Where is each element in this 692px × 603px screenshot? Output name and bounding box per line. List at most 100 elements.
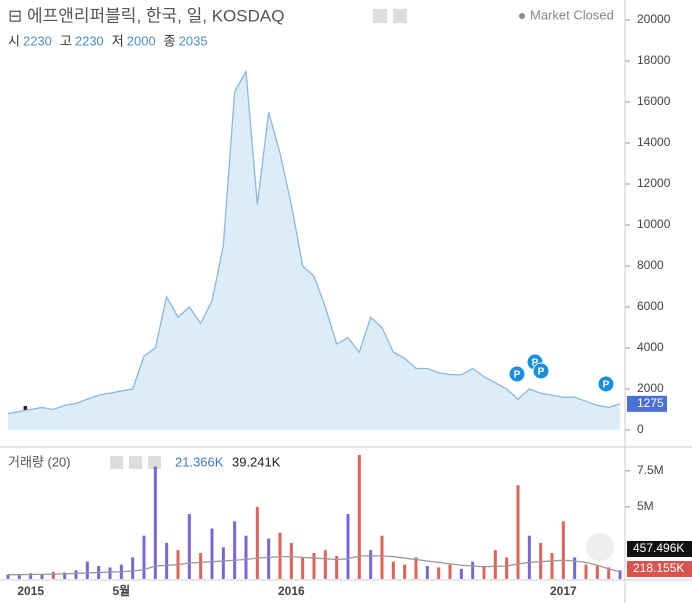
volume-bar: [573, 557, 577, 579]
volume-bar: [369, 550, 373, 579]
volume-bar: [380, 535, 384, 579]
volume-bar: [493, 550, 497, 579]
volume-bar: [74, 570, 78, 579]
volume-bar: [51, 571, 55, 579]
volume-bar: [403, 564, 407, 579]
x-tick-label: 2016: [278, 584, 305, 598]
x-tick-label: 5월: [112, 583, 130, 598]
volume-stat: 39.241K: [232, 454, 281, 469]
volume-bar: [301, 557, 305, 579]
volume-bar: [335, 555, 339, 579]
volume-stat: 21.366K: [175, 454, 224, 469]
volume-bar: [255, 506, 259, 579]
volume-bar: [233, 521, 237, 579]
last-price-badge: [627, 395, 667, 412]
volume-bar: [17, 575, 21, 579]
x-tick-label: 2015: [17, 584, 44, 598]
volume-bar: [618, 570, 622, 579]
scroll-button[interactable]: [586, 533, 614, 561]
ohlc-label: 저: [112, 33, 124, 48]
y-tick-label: 14000: [637, 135, 671, 149]
settings-icon[interactable]: [110, 456, 123, 469]
volume-bar: [425, 566, 429, 579]
ohlc-value: 2230: [75, 33, 104, 48]
y-tick-label: 0: [637, 422, 644, 436]
event-label: P: [532, 358, 539, 369]
volume-bar: [607, 567, 611, 579]
y-tick-label: 18000: [637, 53, 671, 67]
volume-bar: [437, 567, 441, 579]
event-label: P: [514, 370, 521, 381]
volume-badge-label: 218.155K: [633, 561, 684, 575]
ohlc-value: 2230: [23, 33, 52, 48]
volume-bar: [346, 514, 350, 579]
event-marker: [597, 375, 615, 393]
volume-bar: [459, 568, 463, 579]
volume-bar: [505, 557, 509, 579]
volume-bar: [482, 566, 486, 579]
ohlc-value: 2035: [179, 33, 208, 48]
x-tick-label: 2017: [550, 584, 577, 598]
y-tick-label: 20000: [637, 12, 671, 26]
volume-bar: [289, 542, 293, 579]
chart-title: ⊟ 에프앤리퍼블릭, 한국, 일, KOSDAQ: [8, 6, 284, 25]
volume-badge: [627, 561, 692, 577]
volume-ma-line: [8, 555, 621, 576]
volume-bar: [221, 547, 225, 579]
event-marker: [532, 362, 550, 380]
y-tick-label: 8000: [637, 258, 664, 272]
y-tick-label: 2000: [637, 381, 664, 395]
volume-bar: [584, 564, 588, 579]
volume-bar: [448, 564, 452, 579]
last-price-label: 1275: [637, 396, 664, 410]
volume-bar: [312, 553, 316, 579]
ma-badge: [627, 541, 692, 557]
y-tick-label: 5M: [637, 499, 654, 513]
y-tick-label: 16000: [637, 94, 671, 108]
ohlc-label: 종: [164, 33, 176, 48]
volume-bar: [153, 466, 157, 579]
volume-bar: [244, 535, 248, 579]
volume-title: 거래량 (20): [8, 454, 71, 469]
volume-bar: [414, 557, 418, 579]
price-area: [8, 71, 620, 430]
event-label: P: [538, 367, 545, 378]
event-label: P: [603, 380, 610, 391]
ma-badge-label: 457.496K: [633, 541, 684, 555]
market-status: Market Closed: [530, 7, 614, 22]
ohlc-value: 2000: [127, 33, 156, 48]
volume-bar: [357, 454, 361, 579]
y-tick-label: 7.5M: [637, 463, 664, 477]
event-marker: [508, 365, 526, 383]
volume-bar: [323, 550, 327, 579]
volume-bar: [131, 557, 135, 579]
volume-bar: [471, 561, 475, 579]
volume-bar: [40, 573, 44, 579]
y-tick-label: 6000: [637, 299, 664, 313]
volume-bar: [267, 538, 271, 579]
ohlc-label: 고: [60, 33, 72, 48]
settings-icon[interactable]: [373, 9, 387, 23]
settings-icon[interactable]: [129, 456, 142, 469]
volume-bar: [516, 485, 520, 579]
volume-bar: [6, 574, 10, 579]
volume-bar: [142, 535, 146, 579]
volume-bar: [108, 567, 112, 579]
volume-bar: [165, 542, 169, 579]
y-tick-label: 10000: [637, 217, 671, 231]
settings-icon[interactable]: [393, 9, 407, 23]
volume-bar: [199, 553, 203, 579]
volume-bar: [561, 521, 565, 579]
volume-bar: [391, 561, 395, 579]
close-icon[interactable]: [148, 456, 161, 469]
volume-bar: [63, 572, 67, 579]
volume-bar: [550, 553, 554, 579]
volume-bar: [527, 535, 531, 579]
volume-bar: [85, 561, 89, 579]
y-tick-label: 4000: [637, 340, 664, 354]
ohlc-label: 시: [8, 33, 20, 48]
volume-bar: [539, 542, 543, 579]
price-line: [7, 69, 621, 415]
